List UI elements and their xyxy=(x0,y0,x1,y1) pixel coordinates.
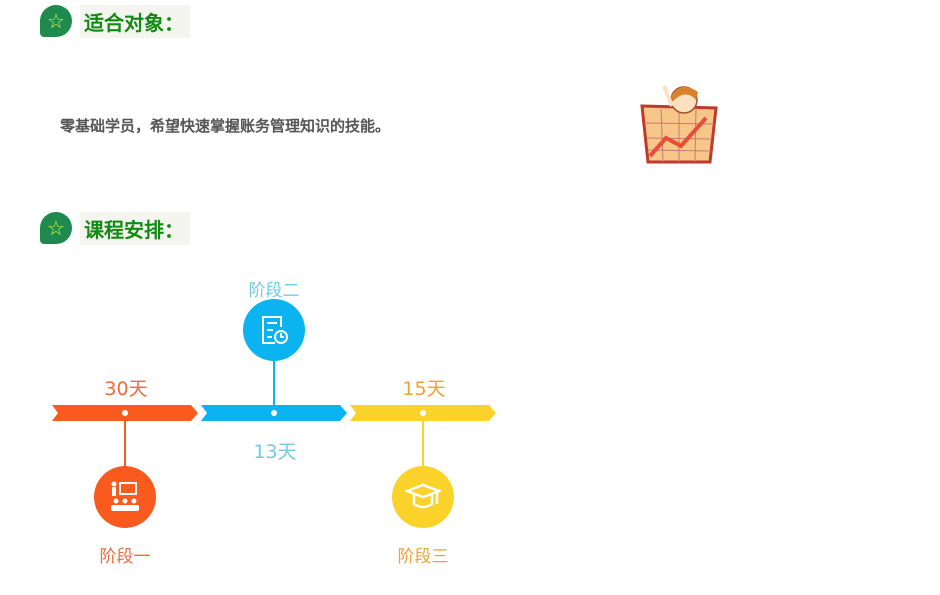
star-icon: ☆ xyxy=(40,5,72,37)
section-title: 课程安排： xyxy=(80,211,190,245)
star-icon: ☆ xyxy=(40,212,72,244)
stage2-circle xyxy=(243,299,305,361)
stage3-circle xyxy=(392,466,454,528)
section-header-schedule: ☆ 课程安排： xyxy=(40,210,190,246)
stage1-days: 30天 xyxy=(104,378,148,400)
teacher-classroom-icon xyxy=(111,481,139,511)
graduation-cap-icon xyxy=(405,483,441,509)
document-clock-icon xyxy=(262,316,288,344)
stage2-days: 13天 xyxy=(253,441,297,463)
stage2-name: 阶段二 xyxy=(248,281,300,301)
student-illustration xyxy=(640,85,718,164)
stage1-name: 阶段一 xyxy=(99,547,151,567)
stage3-days: 15天 xyxy=(402,378,446,400)
audience-description: 零基础学员，希望快速掌握账务管理知识的技能。 xyxy=(60,117,391,135)
section-title: 适合对象： xyxy=(80,4,190,38)
section-header-audience: ☆ 适合对象： xyxy=(40,3,190,39)
stage1-circle xyxy=(94,466,156,528)
stage3-name: 阶段三 xyxy=(397,547,449,567)
